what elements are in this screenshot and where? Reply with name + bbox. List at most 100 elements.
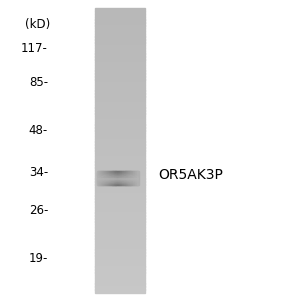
Bar [120, 171, 122, 185]
Bar [95, 147, 145, 151]
Bar [95, 116, 145, 119]
Bar [99, 171, 100, 185]
Bar [95, 14, 145, 17]
Bar [95, 76, 145, 80]
Bar [95, 124, 145, 128]
Bar [95, 133, 145, 136]
Bar [107, 171, 108, 185]
Bar [95, 215, 145, 219]
Bar [95, 289, 145, 292]
Bar [95, 53, 145, 57]
Bar [95, 261, 145, 264]
Bar [137, 171, 139, 185]
Bar [97, 181, 138, 182]
Bar [95, 238, 145, 242]
Bar [103, 171, 104, 185]
Bar [118, 171, 119, 185]
Bar [126, 171, 127, 185]
Bar [95, 122, 145, 125]
Bar [95, 266, 145, 270]
Bar [95, 227, 145, 230]
Bar [109, 171, 110, 185]
Bar [124, 171, 125, 185]
Bar [95, 153, 145, 156]
Bar [129, 171, 130, 185]
Bar [118, 171, 119, 185]
Bar [95, 88, 145, 91]
Bar [95, 150, 145, 153]
Bar [136, 171, 137, 185]
Bar [114, 171, 115, 185]
Bar [95, 45, 145, 48]
Bar [97, 175, 138, 176]
Bar [95, 235, 145, 239]
Bar [111, 171, 112, 185]
Text: 34-: 34- [29, 166, 48, 178]
Bar [122, 171, 124, 185]
Bar [95, 22, 145, 26]
Bar [97, 179, 138, 180]
Bar [116, 171, 117, 185]
Bar [97, 176, 138, 177]
Bar [97, 182, 138, 183]
Bar [95, 28, 145, 31]
Bar [103, 171, 104, 185]
Bar [95, 278, 145, 281]
Bar [95, 272, 145, 275]
Bar [97, 180, 138, 181]
Bar [95, 241, 145, 244]
Bar [95, 36, 145, 40]
Bar [112, 171, 113, 185]
Bar [109, 171, 110, 185]
Bar [95, 187, 145, 190]
Bar [132, 171, 133, 185]
Bar [125, 171, 126, 185]
Bar [122, 171, 123, 185]
Bar [95, 93, 145, 97]
Bar [95, 48, 145, 51]
Bar [95, 82, 145, 85]
Bar [95, 164, 145, 167]
Bar [95, 127, 145, 130]
Bar [97, 171, 138, 172]
Bar [119, 171, 121, 185]
Bar [97, 177, 138, 178]
Bar [95, 221, 145, 224]
Bar [116, 171, 117, 185]
Bar [136, 171, 138, 185]
Bar [135, 171, 136, 185]
Bar [95, 70, 145, 74]
Bar [95, 73, 145, 77]
Bar [95, 249, 145, 253]
Bar [97, 183, 138, 184]
Bar [95, 204, 145, 207]
Bar [95, 218, 145, 221]
Bar [98, 171, 100, 185]
Text: 117-: 117- [21, 41, 48, 55]
Bar [95, 31, 145, 34]
Bar [110, 171, 111, 185]
Text: OR5AK3P: OR5AK3P [158, 168, 223, 182]
Bar [95, 99, 145, 102]
Bar [95, 110, 145, 114]
Bar [95, 284, 145, 287]
Bar [95, 264, 145, 267]
Bar [95, 198, 145, 202]
Bar [127, 171, 128, 185]
Bar [95, 105, 145, 108]
Bar [95, 42, 145, 45]
Bar [95, 258, 145, 261]
Bar [97, 178, 138, 179]
Bar [130, 171, 132, 185]
Bar [95, 8, 145, 11]
Bar [95, 136, 145, 139]
Bar [128, 171, 130, 185]
Bar [95, 230, 145, 233]
Bar [95, 20, 145, 23]
Bar [95, 161, 145, 165]
Bar [100, 171, 101, 185]
Bar [97, 172, 138, 173]
Bar [126, 171, 128, 185]
Bar [95, 224, 145, 227]
Bar [97, 180, 138, 181]
